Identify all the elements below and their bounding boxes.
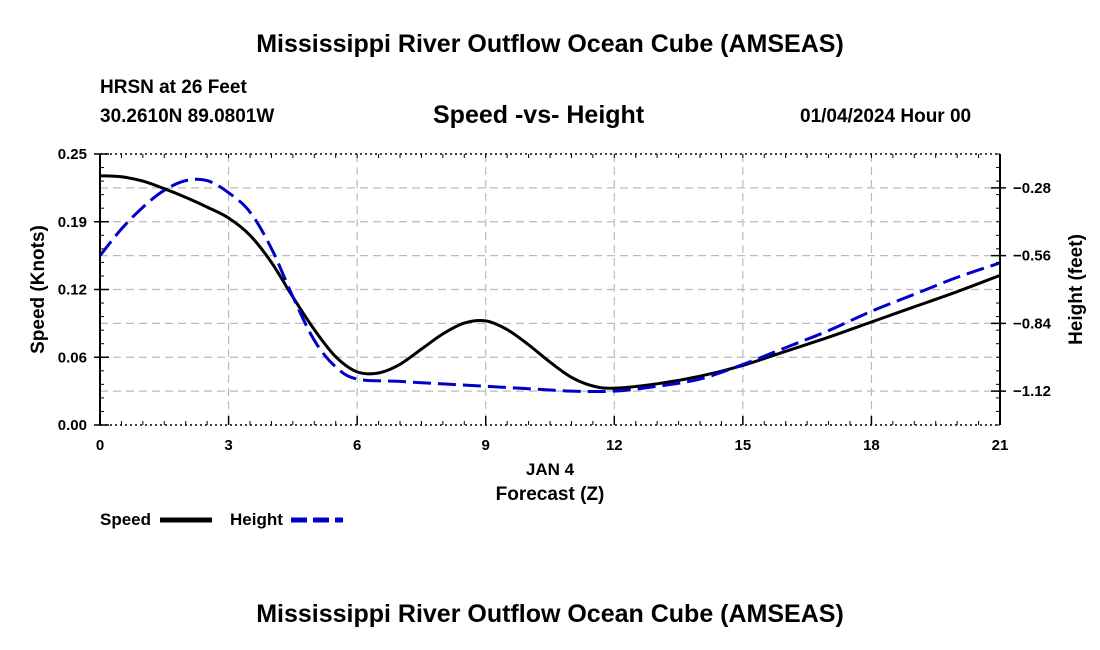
footer-title: Mississippi River Outflow Ocean Cube (AM… <box>256 600 844 628</box>
x-tick-label: 18 <box>863 437 880 454</box>
forecast-datetime: 01/04/2024 Hour 00 <box>800 106 972 127</box>
y-left-tick-label: 0.00 <box>58 417 87 434</box>
station-label: HRSN at 26 Feet <box>100 77 247 98</box>
x-tick-label: 6 <box>353 437 361 454</box>
y-right-tick-label: −1.12 <box>1013 383 1051 400</box>
grid-layer <box>100 154 1000 425</box>
y-left-tick-label: 0.19 <box>58 214 87 231</box>
y-left-tick-label: 0.06 <box>58 349 87 366</box>
chart-title: Speed -vs- Height <box>433 101 645 129</box>
x-tick-label: 9 <box>482 437 490 454</box>
series-speed-line <box>99 174 1001 390</box>
y-right-tick-label: −0.56 <box>1013 248 1051 265</box>
x-axis-title: Forecast (Z) <box>496 484 605 505</box>
x-tick-label: 15 <box>735 437 752 454</box>
y-right-axis-title: Height (feet) <box>1066 234 1087 345</box>
legend-speed-label: Speed <box>100 510 151 529</box>
page-title: Mississippi River Outflow Ocean Cube (AM… <box>256 30 844 58</box>
legend-height-label: Height <box>230 510 283 529</box>
y-left-axis-title: Speed (Knots) <box>28 225 49 354</box>
x-tick-label: 3 <box>224 437 232 454</box>
y-right-tick-label: −0.28 <box>1013 180 1051 197</box>
series-height-line <box>98 177 1001 394</box>
series-layer <box>98 174 1001 394</box>
y-right-tick-label: −0.84 <box>1013 315 1052 332</box>
x-date-label: JAN 4 <box>526 460 575 479</box>
labels-layer: 0 3 6 9 12 15 18 21 0.00 0.06 0.12 0.19 0.25 −1.12 −0.… <box>28 146 1087 505</box>
x-tick-label: 0 <box>96 437 104 454</box>
x-tick-label: 12 <box>606 437 623 454</box>
x-tick-label: 21 <box>992 437 1009 454</box>
axes-layer <box>94 153 1006 426</box>
y-left-tick-label: 0.12 <box>58 282 87 299</box>
chart: 0 3 6 9 12 15 18 21 0.00 0.06 0.12 0.19 0.25 −1.12 −0.… <box>28 146 1087 529</box>
legend: Speed Height <box>100 510 343 529</box>
y-left-tick-label: 0.25 <box>58 146 87 163</box>
station-coords: 30.2610N 89.0801W <box>100 106 275 127</box>
